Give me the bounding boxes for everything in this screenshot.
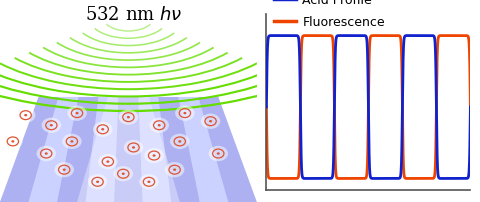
Text: 532 nm $h\nu$: 532 nm $h\nu$ <box>85 6 182 24</box>
Circle shape <box>201 114 220 129</box>
Polygon shape <box>0 97 257 202</box>
Circle shape <box>42 118 61 133</box>
Circle shape <box>157 124 161 126</box>
Circle shape <box>144 148 164 163</box>
Circle shape <box>63 168 66 171</box>
Circle shape <box>106 160 109 163</box>
Circle shape <box>132 146 135 149</box>
Circle shape <box>119 109 138 125</box>
Polygon shape <box>158 97 200 202</box>
Circle shape <box>165 162 184 177</box>
Polygon shape <box>85 97 119 202</box>
Polygon shape <box>138 97 171 202</box>
Circle shape <box>127 116 130 118</box>
Polygon shape <box>0 97 59 202</box>
Polygon shape <box>179 97 228 202</box>
Polygon shape <box>198 97 257 202</box>
Circle shape <box>24 114 27 116</box>
Circle shape <box>36 146 56 161</box>
Legend: Acid Profile, Fluorescence: Acid Profile, Fluorescence <box>269 0 390 34</box>
Circle shape <box>170 134 190 149</box>
Circle shape <box>62 134 82 149</box>
Circle shape <box>101 128 104 130</box>
Circle shape <box>12 140 14 143</box>
Circle shape <box>88 174 108 189</box>
Circle shape <box>3 134 23 149</box>
Circle shape <box>217 152 220 155</box>
Circle shape <box>147 181 151 183</box>
Circle shape <box>149 118 169 133</box>
Circle shape <box>122 173 125 175</box>
Circle shape <box>208 146 228 161</box>
Circle shape <box>113 166 133 181</box>
Circle shape <box>71 140 73 143</box>
Circle shape <box>96 181 99 183</box>
Polygon shape <box>114 97 143 202</box>
Circle shape <box>67 105 87 121</box>
Circle shape <box>75 112 79 114</box>
Circle shape <box>124 140 144 155</box>
Circle shape <box>209 120 212 122</box>
Circle shape <box>175 105 195 121</box>
Circle shape <box>153 154 156 157</box>
Circle shape <box>45 152 48 155</box>
Circle shape <box>139 174 159 189</box>
Circle shape <box>98 154 118 169</box>
Circle shape <box>50 124 53 126</box>
Circle shape <box>93 122 112 137</box>
Circle shape <box>16 107 36 123</box>
Polygon shape <box>77 97 180 202</box>
Circle shape <box>54 162 74 177</box>
Circle shape <box>183 112 186 114</box>
Polygon shape <box>57 97 98 202</box>
Circle shape <box>178 140 181 143</box>
Polygon shape <box>28 97 78 202</box>
Circle shape <box>173 168 176 171</box>
